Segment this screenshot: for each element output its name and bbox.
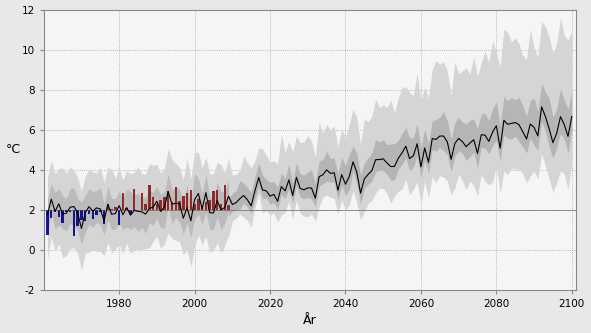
Bar [129, 210, 132, 214]
Bar [69, 210, 72, 212]
Bar [88, 210, 90, 214]
Bar [190, 190, 192, 210]
Bar [65, 210, 67, 212]
Bar [73, 210, 75, 236]
Bar [178, 201, 181, 210]
Bar [54, 210, 56, 212]
Bar [216, 190, 219, 210]
Bar [76, 210, 79, 226]
Bar [193, 204, 196, 210]
Bar [57, 210, 60, 217]
X-axis label: År: År [303, 314, 317, 327]
Bar [182, 196, 184, 210]
Bar [61, 210, 64, 223]
Bar [186, 193, 189, 210]
Bar [99, 210, 102, 212]
Bar [167, 191, 170, 210]
Bar [174, 187, 177, 210]
Bar [163, 197, 165, 210]
Bar [114, 207, 116, 210]
Bar [106, 204, 109, 210]
Bar [197, 199, 200, 210]
Bar [212, 191, 215, 210]
Bar [152, 197, 154, 210]
Bar [103, 210, 105, 224]
Bar [133, 189, 135, 210]
Bar [95, 210, 98, 215]
Bar [201, 206, 203, 210]
Bar [118, 210, 121, 225]
Bar [160, 200, 162, 210]
Bar [111, 208, 113, 210]
Bar [228, 205, 230, 210]
Bar [204, 202, 207, 210]
Bar [223, 185, 226, 210]
Bar [122, 193, 124, 210]
Bar [141, 193, 143, 210]
Bar [84, 210, 86, 220]
Bar [92, 210, 94, 219]
Bar [220, 204, 222, 210]
Bar [171, 202, 173, 210]
Bar [46, 210, 48, 235]
Y-axis label: °C: °C [5, 143, 21, 156]
Bar [209, 200, 211, 210]
Bar [148, 185, 151, 210]
Bar [155, 203, 158, 210]
Bar [144, 204, 147, 210]
Bar [80, 210, 83, 220]
Bar [50, 210, 53, 218]
Bar [125, 208, 128, 210]
